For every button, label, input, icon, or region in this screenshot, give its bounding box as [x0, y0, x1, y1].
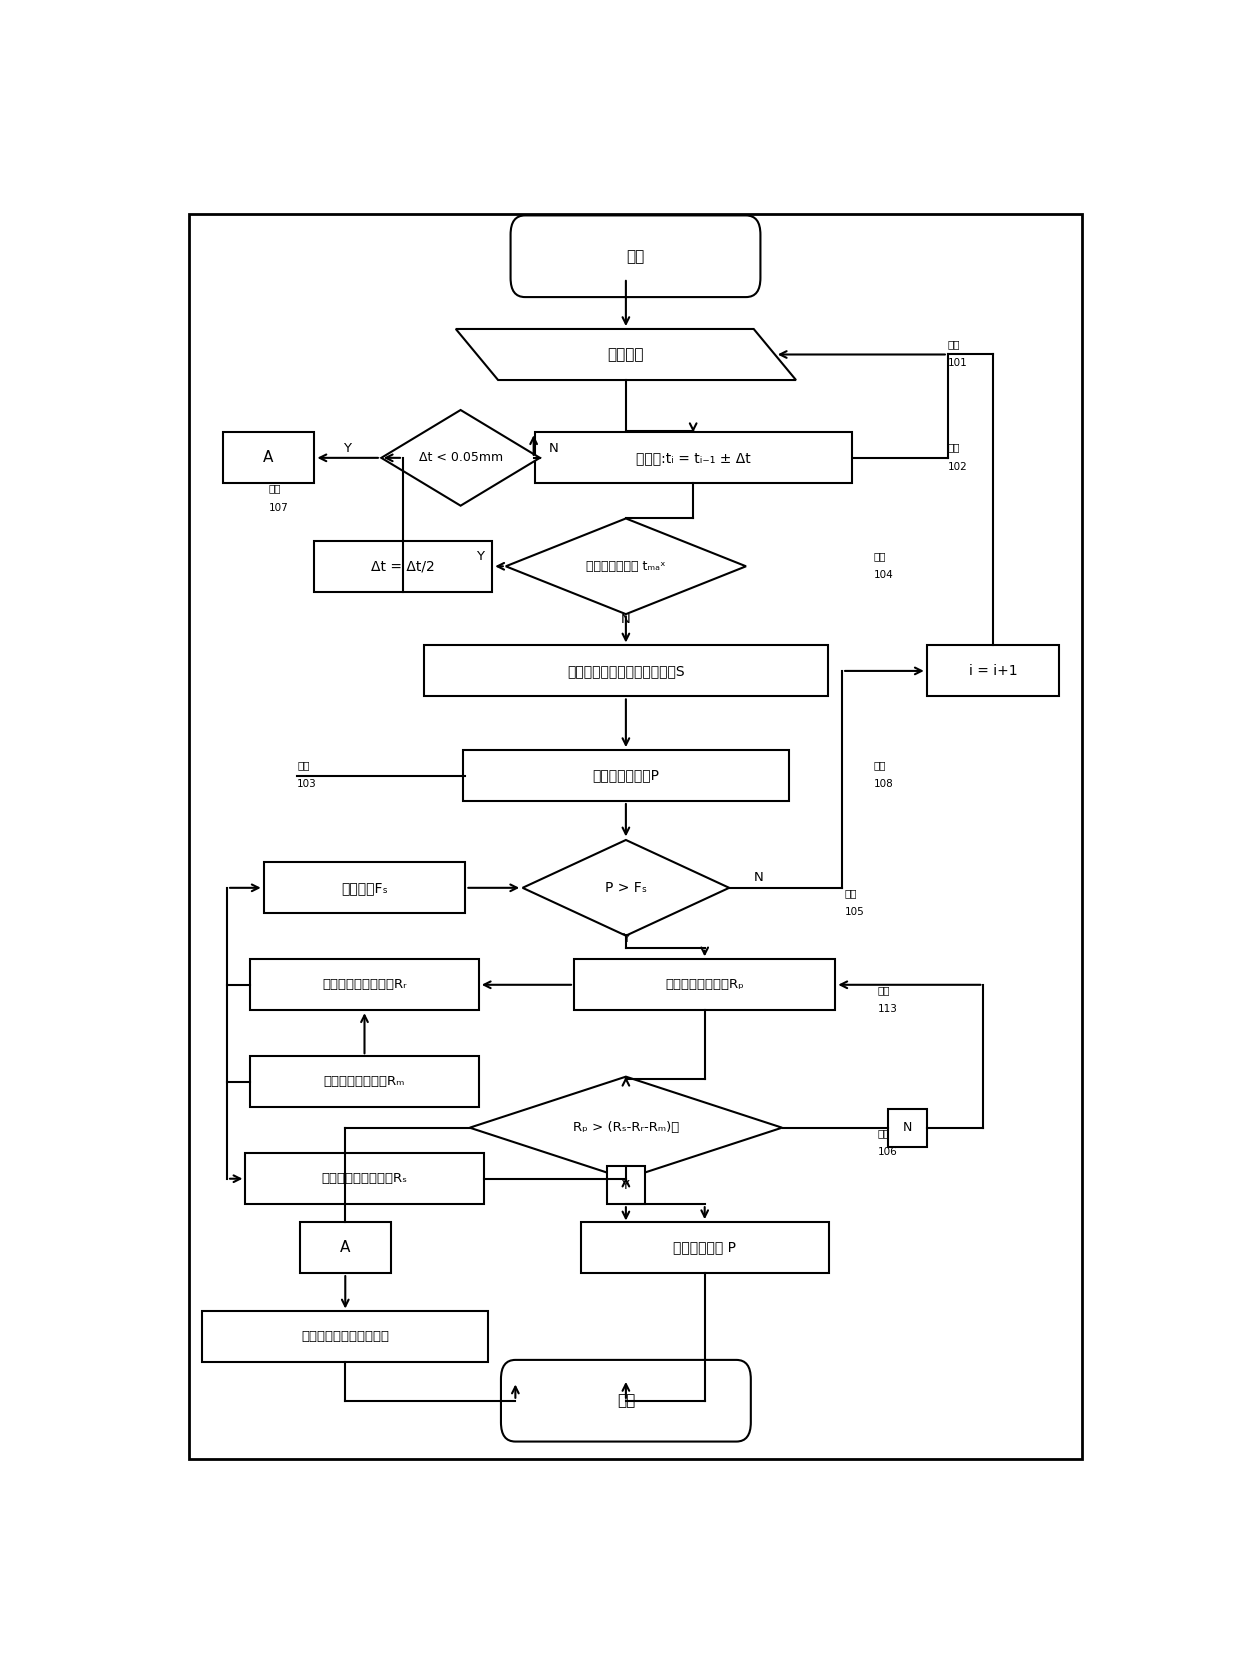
- Text: 108: 108: [874, 779, 894, 789]
- Text: 获取数据: 获取数据: [608, 346, 644, 361]
- Text: A: A: [263, 451, 274, 466]
- Text: 步骤: 步骤: [874, 552, 887, 562]
- Text: 101: 101: [947, 358, 967, 368]
- Text: N: N: [754, 872, 764, 885]
- Text: Δt = Δt/2: Δt = Δt/2: [371, 560, 435, 573]
- Text: 步骤: 步骤: [947, 340, 960, 350]
- Text: 102: 102: [947, 462, 967, 472]
- Text: 开始: 开始: [626, 249, 645, 263]
- Text: 103: 103: [298, 779, 317, 789]
- Bar: [580, 1223, 828, 1273]
- Text: Y: Y: [622, 1178, 630, 1191]
- Text: 步骤: 步骤: [878, 1128, 890, 1138]
- Text: 107: 107: [268, 502, 288, 512]
- Text: Y: Y: [622, 933, 630, 946]
- Bar: [926, 645, 1059, 696]
- Polygon shape: [506, 519, 746, 615]
- Text: 步骤: 步骤: [947, 442, 960, 452]
- Text: 拉矫辊与连铸坤接触区面积：S: 拉矫辊与连铸坤接触区面积：S: [567, 664, 684, 678]
- Polygon shape: [456, 330, 796, 379]
- Bar: [534, 432, 852, 484]
- Text: 打印热坤压力 P: 打印热坤压力 P: [673, 1241, 737, 1254]
- Bar: [223, 432, 314, 484]
- Bar: [574, 959, 836, 1011]
- Text: 大于允许变形量 tₘₐˣ: 大于允许变形量 tₘₐˣ: [587, 560, 666, 573]
- FancyBboxPatch shape: [188, 214, 1083, 1460]
- Bar: [888, 1109, 926, 1147]
- Text: N: N: [903, 1122, 913, 1133]
- Text: N: N: [621, 613, 631, 626]
- Bar: [300, 1223, 391, 1273]
- Text: 106: 106: [878, 1147, 898, 1157]
- Text: Y: Y: [343, 442, 351, 456]
- Polygon shape: [522, 840, 729, 936]
- Text: 变形量:tᵢ = tᵢ₋₁ ± Δt: 变形量:tᵢ = tᵢ₋₁ ± Δt: [636, 451, 750, 466]
- Text: 步骤: 步骤: [878, 984, 890, 994]
- Text: Y: Y: [476, 550, 484, 563]
- Text: 105: 105: [844, 906, 864, 916]
- Bar: [202, 1311, 489, 1362]
- Text: 步骤: 步骤: [268, 484, 281, 494]
- Text: 支撑机构摩擦阻力：Rᵣ: 支撑机构摩擦阻力：Rᵣ: [322, 978, 407, 991]
- Bar: [250, 1056, 479, 1107]
- Text: 结晶器摩擦阻力：Rₘ: 结晶器摩擦阻力：Rₘ: [324, 1075, 405, 1089]
- Polygon shape: [470, 1077, 782, 1178]
- Text: Rₚ > (Rₛ-Rᵣ-Rₘ)？: Rₚ > (Rₛ-Rᵣ-Rₘ)？: [573, 1122, 680, 1133]
- Bar: [463, 751, 789, 800]
- Bar: [314, 540, 492, 592]
- Bar: [246, 1153, 484, 1205]
- Text: 无法获得最佳的热坤压力: 无法获得最佳的热坤压力: [301, 1331, 389, 1344]
- Text: 步骤: 步骤: [844, 888, 858, 898]
- Text: 继直力：Fₛ: 继直力：Fₛ: [341, 882, 388, 895]
- Text: 104: 104: [874, 570, 894, 580]
- Bar: [606, 1167, 645, 1205]
- Text: N: N: [549, 442, 559, 456]
- Bar: [264, 862, 465, 913]
- Polygon shape: [382, 409, 539, 505]
- FancyBboxPatch shape: [501, 1360, 751, 1442]
- Text: 步骤: 步骤: [874, 761, 887, 771]
- Text: P > Fₛ: P > Fₛ: [605, 882, 647, 895]
- Text: 连铸坤自重下滑力：Rₛ: 连铸坤自重下滑力：Rₛ: [321, 1171, 408, 1185]
- Bar: [250, 959, 479, 1011]
- Text: 结束: 结束: [616, 1394, 635, 1408]
- FancyBboxPatch shape: [511, 215, 760, 297]
- Text: i = i+1: i = i+1: [968, 664, 1017, 678]
- Text: 113: 113: [878, 1004, 898, 1014]
- Text: Δt < 0.05mm: Δt < 0.05mm: [419, 451, 502, 464]
- Bar: [424, 645, 828, 696]
- Text: 拉矫机拉矫阻力：Rₚ: 拉矫机拉矫阻力：Rₚ: [665, 978, 744, 991]
- Text: 步骤: 步骤: [298, 761, 310, 771]
- Text: A: A: [340, 1239, 351, 1254]
- Text: 计算热坤压力：P: 计算热坤压力：P: [593, 769, 660, 782]
